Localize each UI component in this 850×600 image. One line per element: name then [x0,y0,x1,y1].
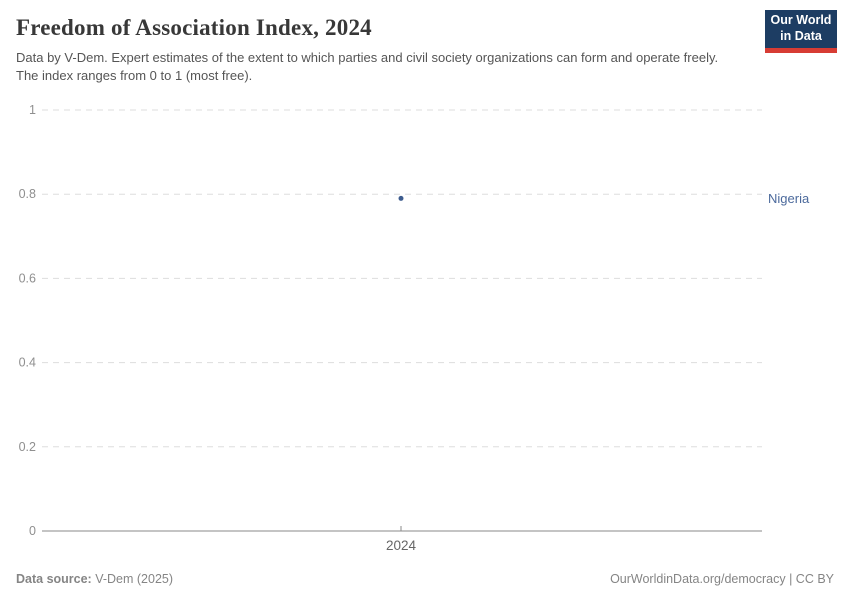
data-source-label: Data source: [16,572,92,586]
credit-link[interactable]: OurWorldinData.org/democracy | CC BY [610,572,834,586]
chart-canvas: 0 0.2 0.4 0.6 0.8 1 2024 Nigeria [19,103,810,553]
data-source: Data source: V-Dem (2025) [16,572,173,586]
chart-subtitle: Data by V-Dem. Expert estimates of the e… [16,49,719,84]
y-tick-label: 1 [29,103,36,117]
data-point-nigeria[interactable] [398,195,404,201]
entity-label-nigeria[interactable]: Nigeria [768,191,810,206]
y-tick-label: 0 [29,524,36,538]
y-tick-label: 0.2 [19,440,36,454]
owid-logo-line1: Our World [770,13,832,28]
x-tick-label: 2024 [386,538,417,553]
chart-footer: Data source: V-Dem (2025) OurWorldinData… [16,572,834,586]
y-tick-label: 0.8 [19,187,36,201]
owid-logo[interactable]: Our World in Data [765,10,837,53]
chart-header: Freedom of Association Index, 2024 Data … [16,14,750,86]
chart-title: Freedom of Association Index, 2024 [16,15,372,40]
y-tick-label: 0.4 [19,356,36,370]
data-source-text: V-Dem (2025) [95,572,174,586]
owid-logo-line2: in Data [780,29,822,43]
chart-plot-area: 0 0.2 0.4 0.6 0.8 1 2024 Nigeria [0,95,850,565]
y-tick-label: 0.6 [19,271,36,285]
